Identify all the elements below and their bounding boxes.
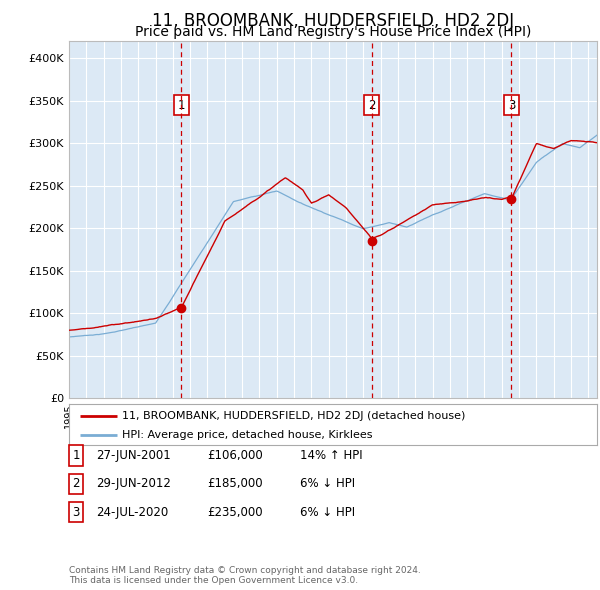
Text: 11, BROOMBANK, HUDDERSFIELD, HD2 2DJ: 11, BROOMBANK, HUDDERSFIELD, HD2 2DJ	[152, 12, 514, 30]
Text: 24-JUL-2020: 24-JUL-2020	[96, 506, 168, 519]
Text: HPI: Average price, detached house, Kirklees: HPI: Average price, detached house, Kirk…	[122, 430, 372, 440]
Text: 1: 1	[73, 449, 80, 462]
Text: 11, BROOMBANK, HUDDERSFIELD, HD2 2DJ (detached house): 11, BROOMBANK, HUDDERSFIELD, HD2 2DJ (de…	[122, 411, 465, 421]
Text: 6% ↓ HPI: 6% ↓ HPI	[300, 477, 355, 490]
Text: 2: 2	[368, 99, 376, 112]
Text: 14% ↑ HPI: 14% ↑ HPI	[300, 449, 362, 462]
Text: £185,000: £185,000	[207, 477, 263, 490]
Text: 3: 3	[73, 506, 80, 519]
Text: Contains HM Land Registry data © Crown copyright and database right 2024.
This d: Contains HM Land Registry data © Crown c…	[69, 566, 421, 585]
Text: 1: 1	[178, 99, 185, 112]
Text: 27-JUN-2001: 27-JUN-2001	[96, 449, 171, 462]
Text: Price paid vs. HM Land Registry's House Price Index (HPI): Price paid vs. HM Land Registry's House …	[135, 25, 531, 40]
Text: 2: 2	[73, 477, 80, 490]
Text: 6% ↓ HPI: 6% ↓ HPI	[300, 506, 355, 519]
Text: 29-JUN-2012: 29-JUN-2012	[96, 477, 171, 490]
Text: 3: 3	[508, 99, 515, 112]
Text: £235,000: £235,000	[207, 506, 263, 519]
Text: £106,000: £106,000	[207, 449, 263, 462]
